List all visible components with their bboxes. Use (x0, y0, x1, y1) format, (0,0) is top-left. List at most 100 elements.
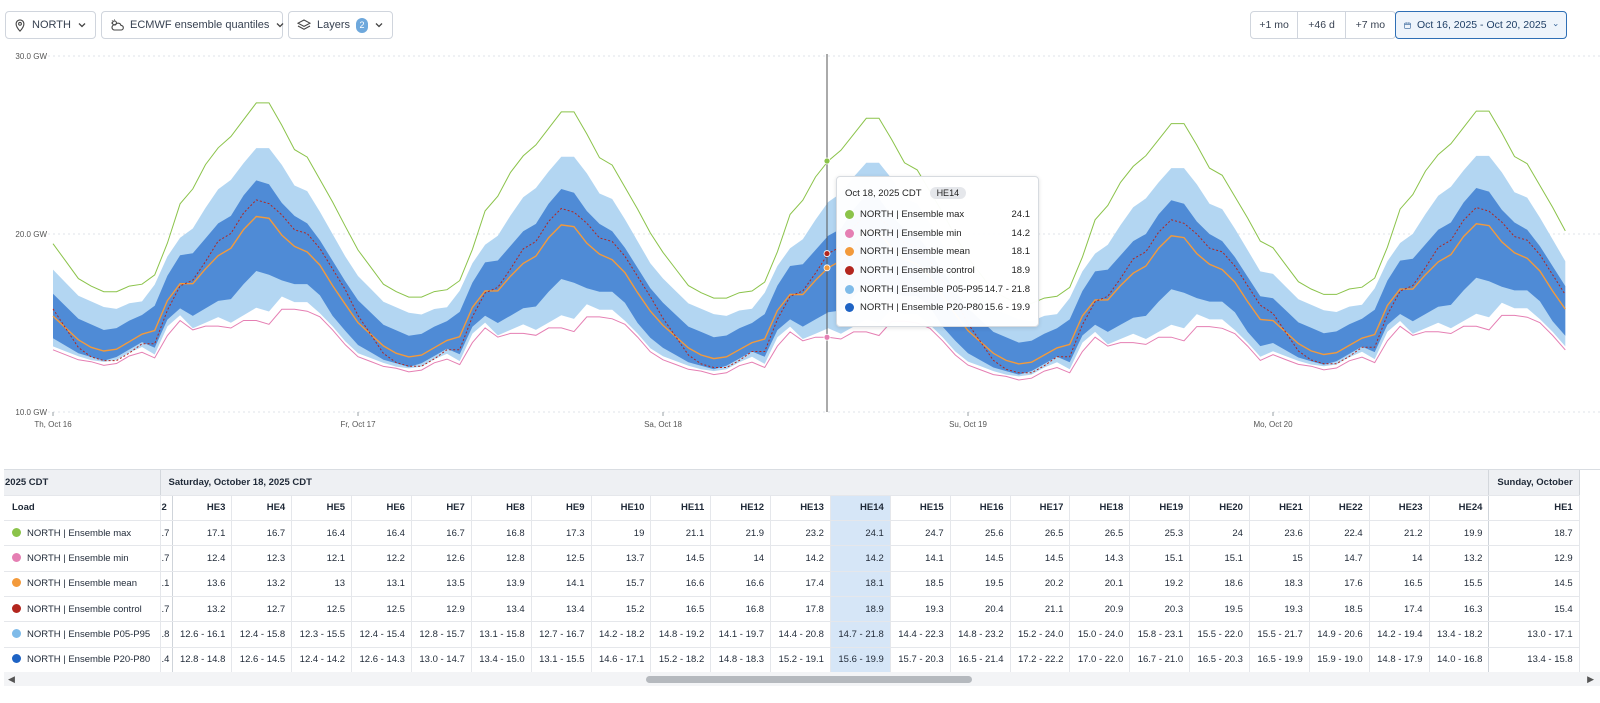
forecast-table: 2025 CDT Saturday, October 18, 2025 CDT Su… (4, 469, 1600, 672)
table-cell: 15.1 (1129, 545, 1191, 572)
hour-column-header[interactable]: HE5 (291, 495, 353, 522)
series-color-dot (12, 553, 21, 563)
hour-column-header[interactable]: HE19 (1129, 495, 1191, 522)
range-7mo-button[interactable]: +7 mo (1355, 19, 1386, 31)
scroll-right-icon[interactable]: ▶ (1587, 674, 1594, 684)
table-cell: 17.8 (770, 596, 831, 623)
hour-column-header[interactable]: HE10 (591, 495, 652, 522)
region-select[interactable]: NORTH (5, 11, 96, 39)
table-cell: 20.4 (950, 596, 1011, 623)
hour-column-header[interactable]: HE21 (1249, 495, 1310, 522)
table-cell: 12.5 (531, 545, 592, 572)
hour-column-header[interactable]: HE9 (531, 495, 592, 522)
table-cell: 17.2 - 22.2 (1010, 647, 1071, 672)
table-cell: 14.1 - 19.7 (710, 621, 772, 648)
hour-column-header[interactable]: HE7 (411, 495, 472, 522)
hour-column-header[interactable]: HE23 (1369, 495, 1430, 522)
location-pin-icon (15, 18, 25, 32)
hour-column-header[interactable]: HE18 (1069, 495, 1131, 522)
table-horizontal-scrollbar[interactable]: ◀ ▶ (4, 672, 1600, 686)
series-color-dot (845, 303, 854, 313)
table-cell: 13.0 - 14.7 (411, 647, 472, 672)
weather-cloud-icon (111, 19, 124, 31)
hour-column-header[interactable]: HE13 (770, 495, 831, 522)
table-cell: 19 (591, 520, 652, 547)
range-46d-button[interactable]: +46 d (1298, 12, 1346, 38)
table-cell: 13.4 - 15.0 (471, 647, 532, 672)
series-color-dot (12, 628, 21, 638)
load-forecast-chart[interactable]: 30.0 GW 20.0 GW 10.0 GW Th, Oct 16 Fr, Oct 1… (0, 46, 1600, 436)
table-cell: 21.1 (650, 520, 712, 547)
y-tick-label: 30.0 GW (15, 52, 47, 61)
scroll-left-icon[interactable]: ◀ (8, 674, 15, 684)
table-cell: 16.8 (471, 520, 532, 547)
hover-point-min (823, 333, 831, 341)
hour-column-header[interactable]: HE16 (950, 495, 1011, 522)
table-cell: .7 (160, 545, 173, 572)
table-cell: 14.8 - 18.3 (710, 647, 772, 672)
table-cell: 13.1 - 15.5 (531, 647, 592, 672)
table-cell: 13.1 - 15.8 (471, 621, 532, 648)
table-cell: 25.3 (1129, 520, 1191, 547)
tooltip-series-label: NORTH | Ensemble control (860, 264, 975, 276)
hour-column-header[interactable]: HE12 (710, 495, 772, 522)
table-row: NORTH | Ensemble control .7 13.2 12.7 12.5 12… (4, 596, 1580, 623)
table-row: NORTH | Ensemble mean .1 13.6 13.2 13 13.1 13.… (4, 571, 1580, 597)
table-date-row: 2025 CDT Saturday, October 18, 2025 CDT Su… (4, 470, 1580, 496)
x-tick-label: Mo, Oct 20 (1253, 420, 1293, 429)
table-cell: 14.5 (1010, 545, 1071, 572)
layers-select[interactable]: Layers 2 (288, 11, 393, 39)
hour-column-header[interactable]: HE17 (1010, 495, 1071, 522)
date-header-prev: 2025 CDT (4, 470, 161, 496)
table-cell: 12.5 (351, 596, 412, 623)
hover-point-max (823, 157, 831, 165)
x-tick-label: Th, Oct 16 (34, 420, 72, 429)
date-range-picker[interactable]: Oct 16, 2025 - Oct 20, 2025 (1395, 11, 1567, 39)
table-cell: 19.5 (950, 571, 1011, 597)
table-cell: 14 (1369, 545, 1430, 572)
model-select[interactable]: ECMWF ensemble quantiles (101, 11, 284, 39)
ensemble-control-line (52, 199, 1566, 374)
table-cell: 17.3 (531, 520, 592, 547)
hour-column-header[interactable]: HE24 (1429, 495, 1490, 522)
range-1mo-button[interactable]: +1 mo (1251, 12, 1299, 38)
table-cell: 16.6 (650, 571, 712, 597)
table-cell: 13.7 (591, 545, 652, 572)
table-cell: 15.5 (1429, 571, 1490, 597)
table-cell: 14.2 - 18.2 (591, 621, 652, 648)
hour-column-header[interactable]: HE15 (890, 495, 951, 522)
hour-column-header[interactable]: HE11 (650, 495, 712, 522)
ensemble-mean-line (52, 215, 1566, 365)
table-cell: 15.7 (591, 571, 652, 597)
table-cell: 24 (1189, 520, 1250, 547)
hour-column-header: 2 (160, 495, 173, 522)
layers-label: Layers (317, 19, 351, 31)
table-cell: 15.8 - 23.1 (1129, 621, 1191, 648)
hour-column-header[interactable]: HE6 (351, 495, 412, 522)
tooltip-he-badge: HE14 (929, 187, 967, 199)
series-color-dot (12, 603, 21, 613)
table-cell: 24.1 (830, 520, 891, 547)
hour-column-header[interactable]: HE8 (471, 495, 532, 522)
date-header-main: Saturday, October 18, 2025 CDT (160, 470, 1490, 496)
table-cell: 15.9 - 19.0 (1309, 647, 1370, 672)
hour-column-header[interactable]: HE14 (830, 495, 891, 522)
table-cell: 20.9 (1069, 596, 1131, 623)
hour-column-header[interactable]: HE22 (1309, 495, 1370, 522)
table-cell: 15.5 - 22.0 (1189, 621, 1250, 648)
hour-column-header[interactable]: HE4 (231, 495, 293, 522)
table-cell: 14.7 (1309, 545, 1370, 572)
table-cell: .1 (160, 571, 173, 597)
scrollbar-thumb[interactable] (646, 676, 972, 683)
hour-column-header[interactable]: HE1 (1488, 495, 1580, 522)
tooltip-series-label: NORTH | Ensemble P05-P95 (860, 283, 984, 295)
hour-column-header[interactable]: HE3 (172, 495, 233, 522)
table-cell: 18.6 (1189, 571, 1250, 597)
table-cell: 14.2 (770, 545, 831, 572)
table-cell: 12.4 - 15.4 (351, 621, 412, 648)
hour-column-header[interactable]: HE20 (1189, 495, 1250, 522)
table-cell: 25.6 (950, 520, 1011, 547)
row-label: NORTH | Ensemble control (4, 596, 161, 623)
table-cell: 12.5 (291, 596, 353, 623)
table-cell: 14.1 (890, 545, 951, 572)
